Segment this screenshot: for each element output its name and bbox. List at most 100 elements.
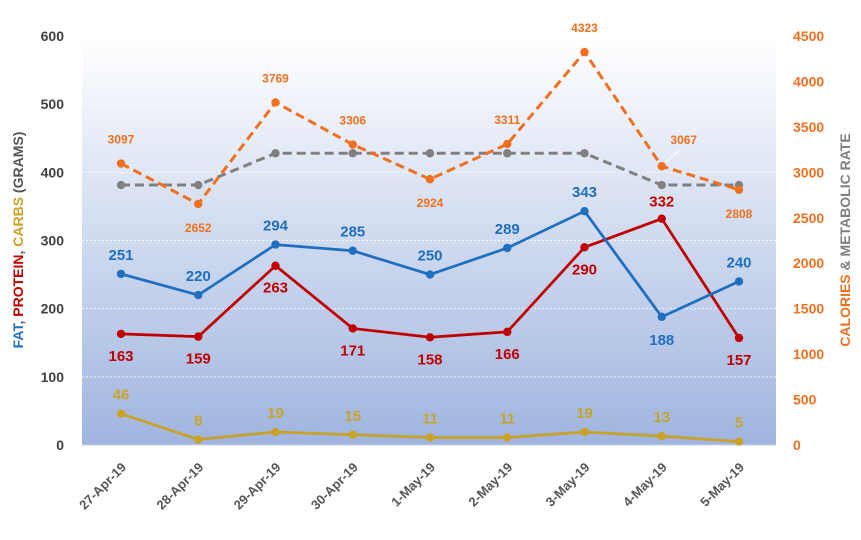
point-metabolic_rate (580, 149, 589, 158)
left-tick-label: 0 (56, 437, 64, 453)
point-carbs (580, 427, 589, 437)
data-label-calories: 3097 (108, 133, 135, 147)
x-tick-label: 5-May-19 (697, 460, 747, 510)
data-label-protein: 332 (649, 194, 674, 211)
right-axis-title: CALORIES & METABOLIC RATE (837, 133, 853, 346)
x-tick-label: 27-Apr-19 (76, 460, 129, 513)
data-label-carbs: 46 (113, 387, 130, 404)
point-protein (425, 333, 435, 342)
left-tick-label: 200 (41, 301, 65, 317)
point-metabolic_rate (503, 149, 512, 158)
point-fat (657, 312, 666, 322)
left-tick-label: 400 (41, 164, 65, 180)
x-tick-label: 3-May-19 (543, 460, 593, 510)
right-tick-label: 4000 (793, 73, 824, 89)
point-calories (657, 162, 666, 171)
point-fat (116, 269, 126, 279)
point-fat (734, 277, 744, 286)
right-tick-label: 3500 (793, 119, 824, 135)
point-calories (503, 139, 512, 149)
x-tick-label: 4-May-19 (620, 460, 670, 510)
data-label-fat: 251 (108, 247, 133, 264)
point-carbs (116, 409, 126, 418)
point-calories (194, 199, 203, 209)
point-fat (194, 290, 203, 300)
point-carbs (271, 427, 280, 437)
left-axis-title-part: FAT (10, 323, 26, 349)
data-label-calories: 3067 (670, 133, 697, 147)
point-calories (425, 175, 435, 184)
data-label-protein: 157 (726, 352, 751, 369)
point-protein (271, 261, 280, 270)
point-carbs (425, 433, 435, 442)
point-fat (271, 240, 280, 249)
data-label-carbs: 13 (653, 409, 670, 426)
data-label-calories: 2924 (417, 196, 444, 210)
data-label-calories: 3769 (262, 71, 289, 85)
left-tick-label: 500 (41, 96, 65, 112)
data-label-fat: 240 (726, 254, 751, 271)
x-tick-label: 28-Apr-19 (153, 460, 206, 513)
point-metabolic_rate (657, 180, 666, 190)
point-calories (580, 47, 589, 57)
series-line-calories (120, 50, 740, 206)
right-tick-label: 3000 (793, 164, 824, 180)
point-calories (116, 159, 126, 168)
right-tick-label: 1500 (793, 301, 824, 317)
data-label-calories: 3306 (339, 114, 366, 128)
point-metabolic_rate (116, 180, 126, 190)
data-label-protein: 290 (572, 261, 597, 278)
data-label-fat: 285 (340, 224, 365, 241)
point-metabolic_rate (348, 149, 357, 158)
x-tick-label: 2-May-19 (465, 460, 515, 510)
point-protein (580, 243, 589, 252)
right-tick-label: 500 (793, 392, 817, 408)
data-label-carbs: 8 (194, 413, 202, 430)
left-axis-title-part: PROTEIN (10, 255, 26, 317)
point-metabolic_rate (425, 149, 435, 158)
data-label-carbs: 5 (735, 415, 743, 432)
point-protein (194, 332, 203, 341)
left-axis-title-part: CARBS (10, 197, 26, 247)
point-protein (116, 329, 126, 339)
point-protein (734, 333, 744, 343)
data-label-fat: 289 (495, 221, 520, 238)
data-label-protein: 166 (495, 346, 520, 363)
data-label-fat: 343 (572, 184, 597, 201)
point-calories (348, 140, 357, 149)
point-carbs (503, 433, 512, 442)
left-tick-label: 600 (41, 28, 65, 44)
data-label-protein: 171 (340, 342, 365, 359)
left-axis-title-part: , (10, 317, 26, 325)
point-metabolic_rate (271, 149, 280, 158)
plot-area (82, 36, 776, 445)
left-tick-label: 100 (41, 369, 65, 385)
point-carbs (194, 435, 203, 444)
data-label-protein: 263 (263, 280, 288, 297)
point-carbs (657, 431, 666, 441)
data-label-fat: 188 (649, 332, 674, 349)
x-tick-label: 1-May-19 (388, 460, 438, 510)
right-tick-label: 2500 (793, 210, 824, 226)
data-label-calories: 2652 (185, 221, 212, 235)
label-leader-line (665, 149, 681, 163)
x-tick-label: 30-Apr-19 (308, 460, 361, 513)
point-fat (425, 270, 435, 279)
data-label-fat: 220 (186, 268, 211, 285)
data-label-carbs: 11 (422, 411, 438, 428)
point-protein (503, 327, 512, 337)
point-protein (348, 324, 357, 333)
point-calories (271, 98, 280, 107)
point-fat (348, 246, 357, 255)
left-axis-title-part: (GRAMS) (10, 132, 26, 197)
data-labels: 3097 2652 3769 3306 2924 3311 4323 3067 2808 46 8 1… (108, 21, 753, 432)
series (116, 47, 744, 446)
right-axis-title-part: & METABOLIC RATE (837, 133, 853, 274)
data-label-fat: 294 (263, 218, 289, 235)
data-label-calories: 4323 (571, 21, 598, 35)
point-fat (580, 206, 589, 216)
left-axis-title: FAT, PROTEIN, CARBS (GRAMS) (10, 132, 26, 349)
right-tick-label: 0 (793, 437, 801, 453)
